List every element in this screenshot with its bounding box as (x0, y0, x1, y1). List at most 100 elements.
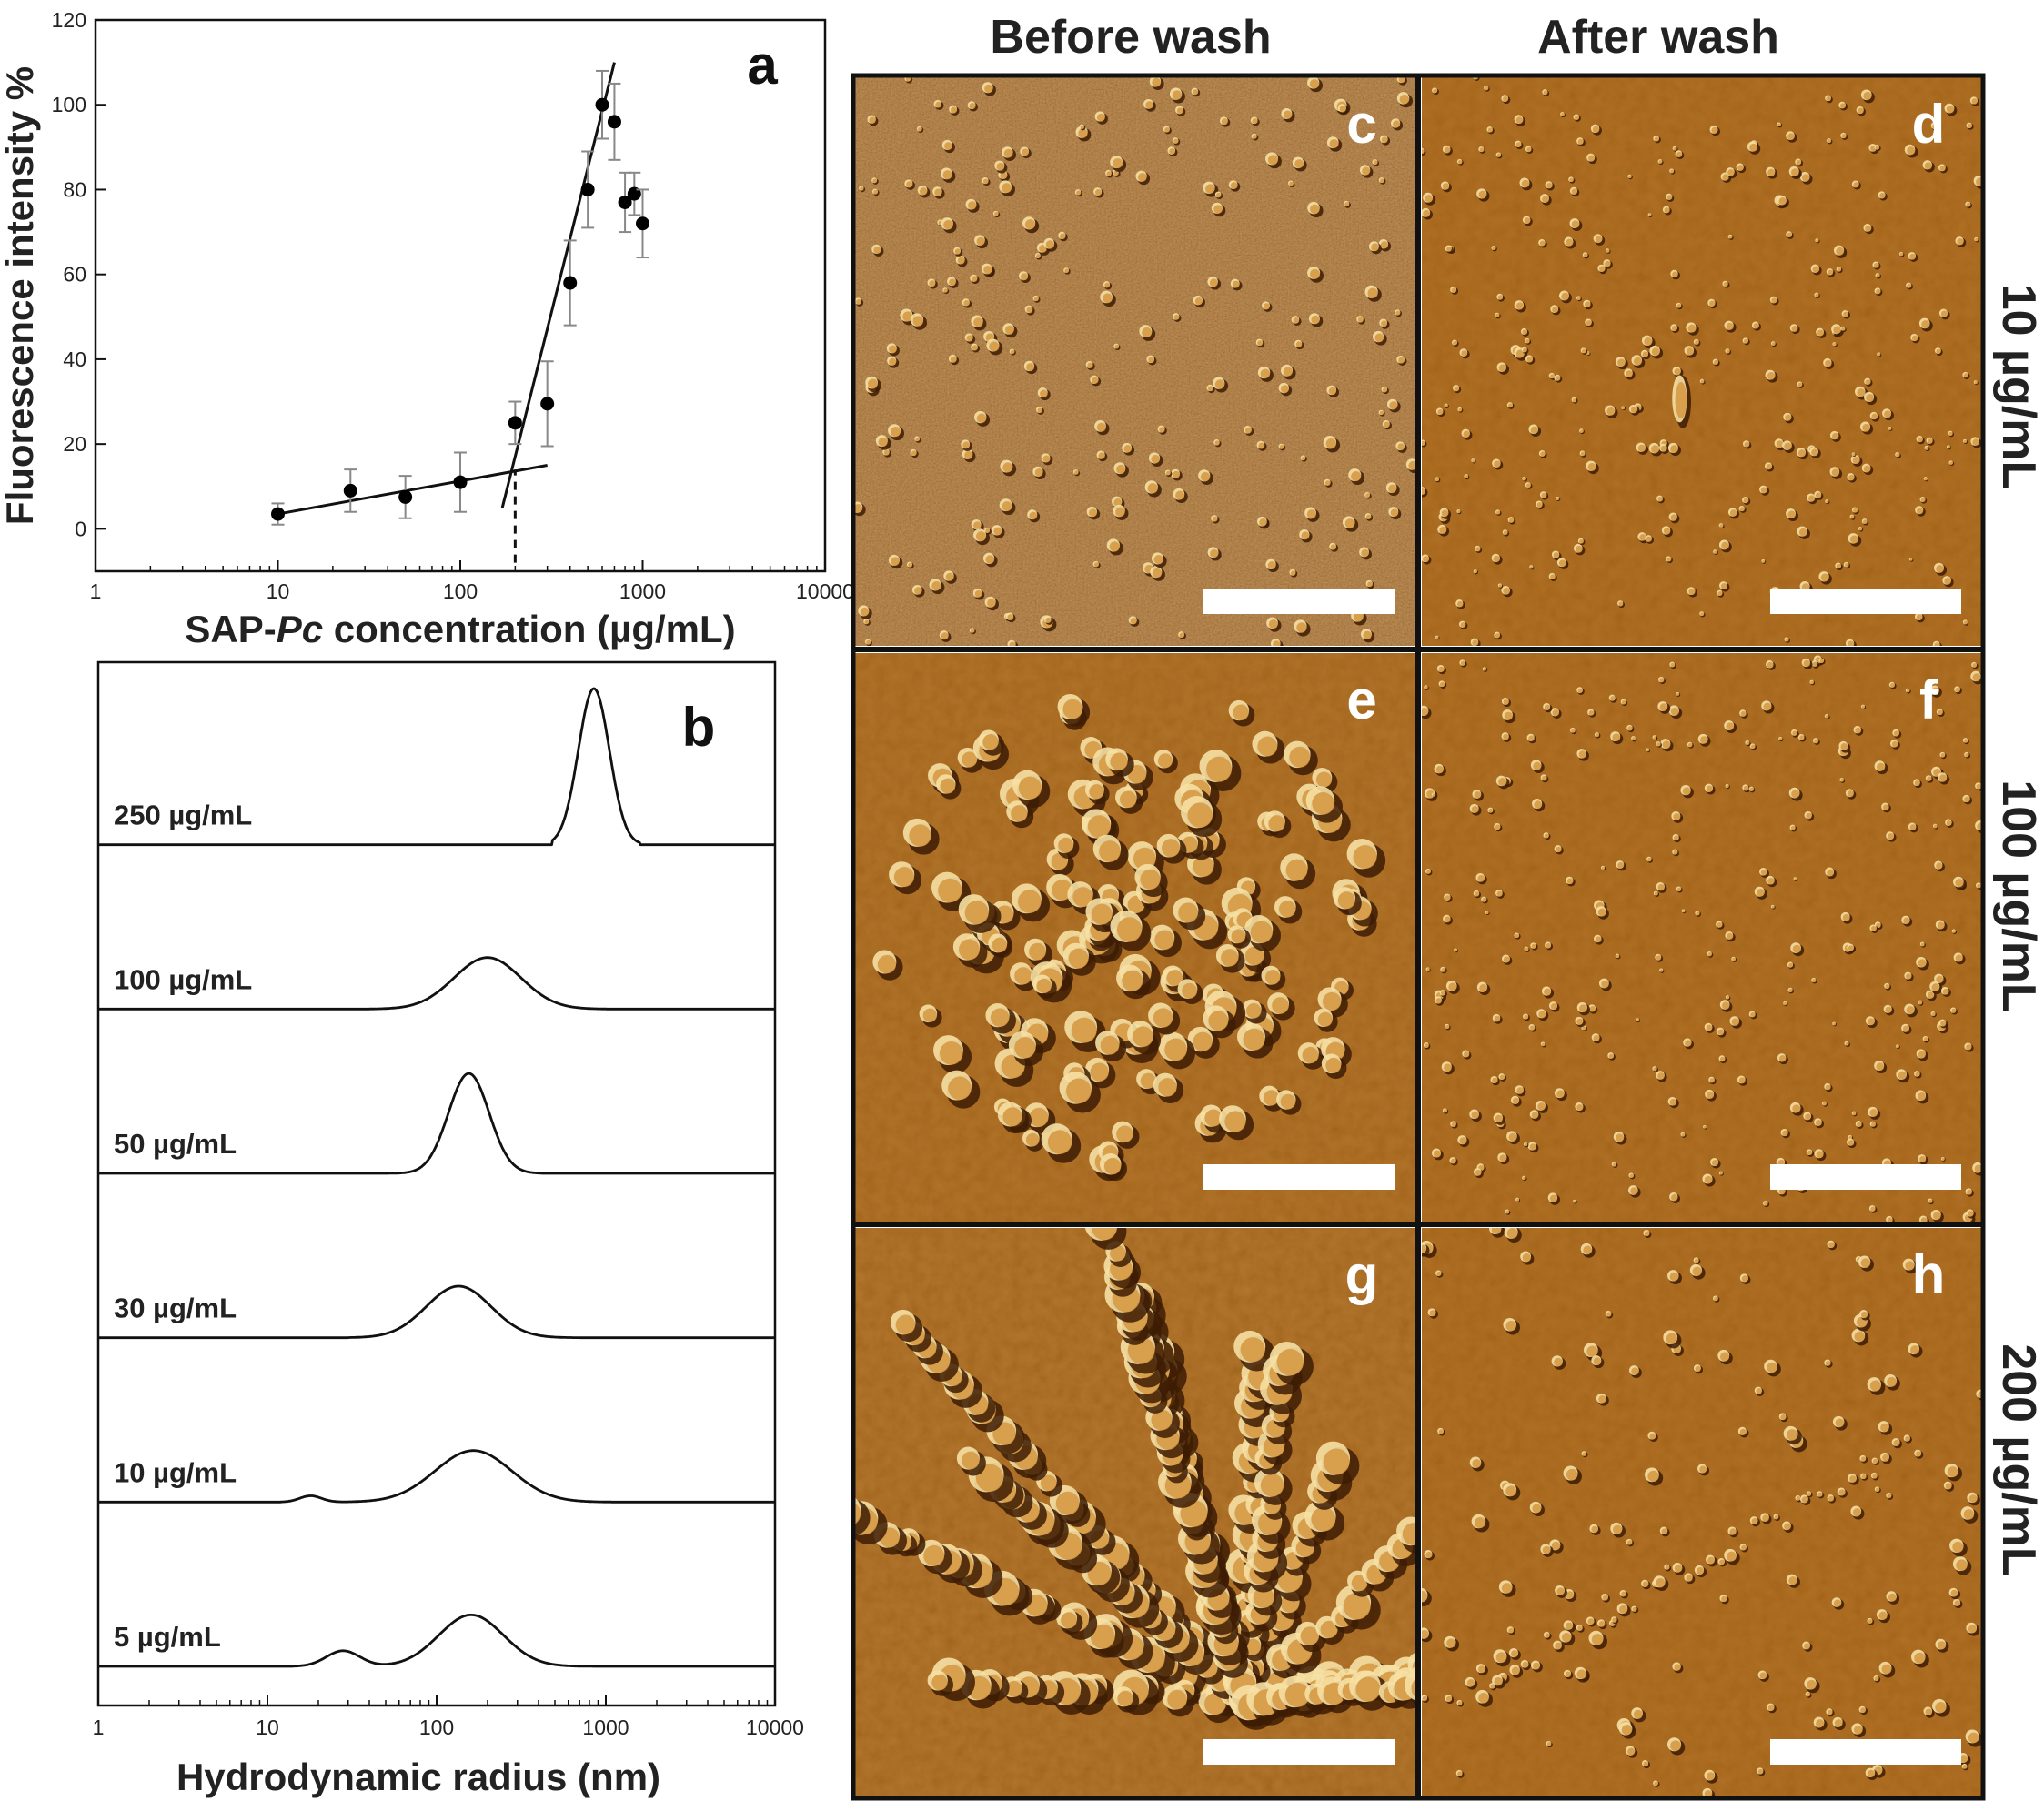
bump-core (1728, 235, 1733, 239)
bump-core (1154, 930, 1174, 951)
bump-core (1890, 683, 1895, 688)
bump-highlight (784, 1476, 816, 1508)
bump-core (1788, 1576, 1797, 1585)
bump-core (1771, 905, 1775, 909)
bump-core (1068, 948, 1089, 969)
bump-core (1651, 445, 1660, 454)
bump-core (1526, 147, 1532, 153)
bump-core (1285, 859, 1308, 881)
bump-core (1720, 1352, 1730, 1362)
bump-core (1972, 438, 1979, 446)
bump-core (1495, 1114, 1503, 1122)
bump-core (905, 77, 911, 82)
bump-core (1681, 1132, 1686, 1137)
bump-core (1669, 1272, 1679, 1282)
bump-core (1571, 220, 1580, 228)
bump-core (1673, 813, 1681, 820)
bump-core (1498, 584, 1502, 588)
bump-core (1029, 942, 1046, 961)
bump-core (1719, 524, 1724, 528)
bump-core (1654, 136, 1659, 142)
bump-core (873, 189, 878, 195)
bump-core (1062, 699, 1083, 719)
bump-core (1537, 1102, 1546, 1111)
bump-core (1542, 775, 1547, 781)
panel-letter-h: h (1912, 1244, 1946, 1305)
bump-core (1398, 357, 1405, 364)
bump-core (1595, 236, 1603, 244)
bump-core (1089, 508, 1097, 518)
bump-core (1964, 739, 1968, 743)
bump-core (1815, 492, 1822, 498)
bump-core (1487, 127, 1493, 133)
bump-core (1906, 689, 1910, 693)
bump-core (962, 751, 978, 768)
bump-core (1438, 666, 1445, 672)
bump-core (1622, 407, 1625, 410)
bump-highlight (810, 1484, 845, 1519)
bump-core (1739, 1428, 1747, 1435)
bump-core (1940, 753, 1946, 758)
x-tick-label: 100 (419, 1715, 454, 1739)
bump-core (1917, 508, 1924, 515)
x-tick-label: 10 (256, 1715, 279, 1739)
bump-core (1820, 573, 1829, 582)
bump-core (1627, 1747, 1636, 1756)
afm-image-grid: Before wash After wash c de fg h 10 µg/mL 1… (784, 11, 2044, 1801)
bump-core (1244, 946, 1264, 966)
bump-core (1950, 1589, 1958, 1597)
bump-core (1096, 113, 1105, 122)
bump-core (1585, 301, 1591, 307)
bump-core (1860, 1707, 1866, 1714)
bump-core (1714, 359, 1718, 365)
bump-core (1633, 357, 1642, 366)
bump-core (1915, 1072, 1920, 1077)
x-tick-label: 1000 (619, 579, 666, 603)
bump-core (1422, 708, 1429, 716)
bump-core (868, 378, 878, 389)
bump-core (1853, 1725, 1863, 1735)
bump-core (1344, 202, 1350, 207)
bump-core (1566, 1468, 1578, 1481)
bump-core (1613, 1524, 1623, 1534)
bump-core (982, 178, 989, 185)
bump-core (964, 900, 989, 925)
bump-core (1320, 1620, 1338, 1638)
bump-core (1871, 1122, 1876, 1127)
bump-core (1666, 557, 1672, 562)
bump-core (1033, 297, 1039, 302)
bump-core (1166, 970, 1183, 987)
bump-core (1591, 1525, 1598, 1534)
bump-core (1591, 1634, 1604, 1645)
bump-core (1700, 379, 1705, 384)
bump-core (1552, 709, 1559, 717)
bump-core (1852, 1112, 1857, 1116)
bump-core (1839, 103, 1846, 109)
bump-core (1200, 472, 1211, 482)
bump-core (1503, 530, 1508, 535)
bump-core (1472, 639, 1479, 646)
bump-core (929, 280, 936, 287)
bump-core (1495, 824, 1501, 830)
bump-core (1140, 869, 1161, 890)
bump-core (1284, 1683, 1310, 1707)
bump-core (1425, 1551, 1433, 1559)
bump-core (1947, 446, 1950, 449)
bump-core (1153, 568, 1163, 579)
bump-core (1776, 440, 1784, 448)
bump-core (1910, 1345, 1919, 1354)
bump-core (1380, 178, 1384, 184)
bump-core (1558, 559, 1566, 568)
bump-core (1512, 1097, 1520, 1104)
bump-core (1848, 945, 1854, 951)
bump-core (1778, 1188, 1786, 1195)
bump-core (1629, 1173, 1634, 1178)
bump-core (1494, 1015, 1501, 1022)
bump-core (1670, 445, 1678, 453)
bump-core (1329, 139, 1339, 148)
bump-core (1858, 107, 1864, 114)
bump-core (1426, 790, 1435, 799)
bump-core (923, 1544, 945, 1566)
bump-core (1711, 126, 1718, 134)
